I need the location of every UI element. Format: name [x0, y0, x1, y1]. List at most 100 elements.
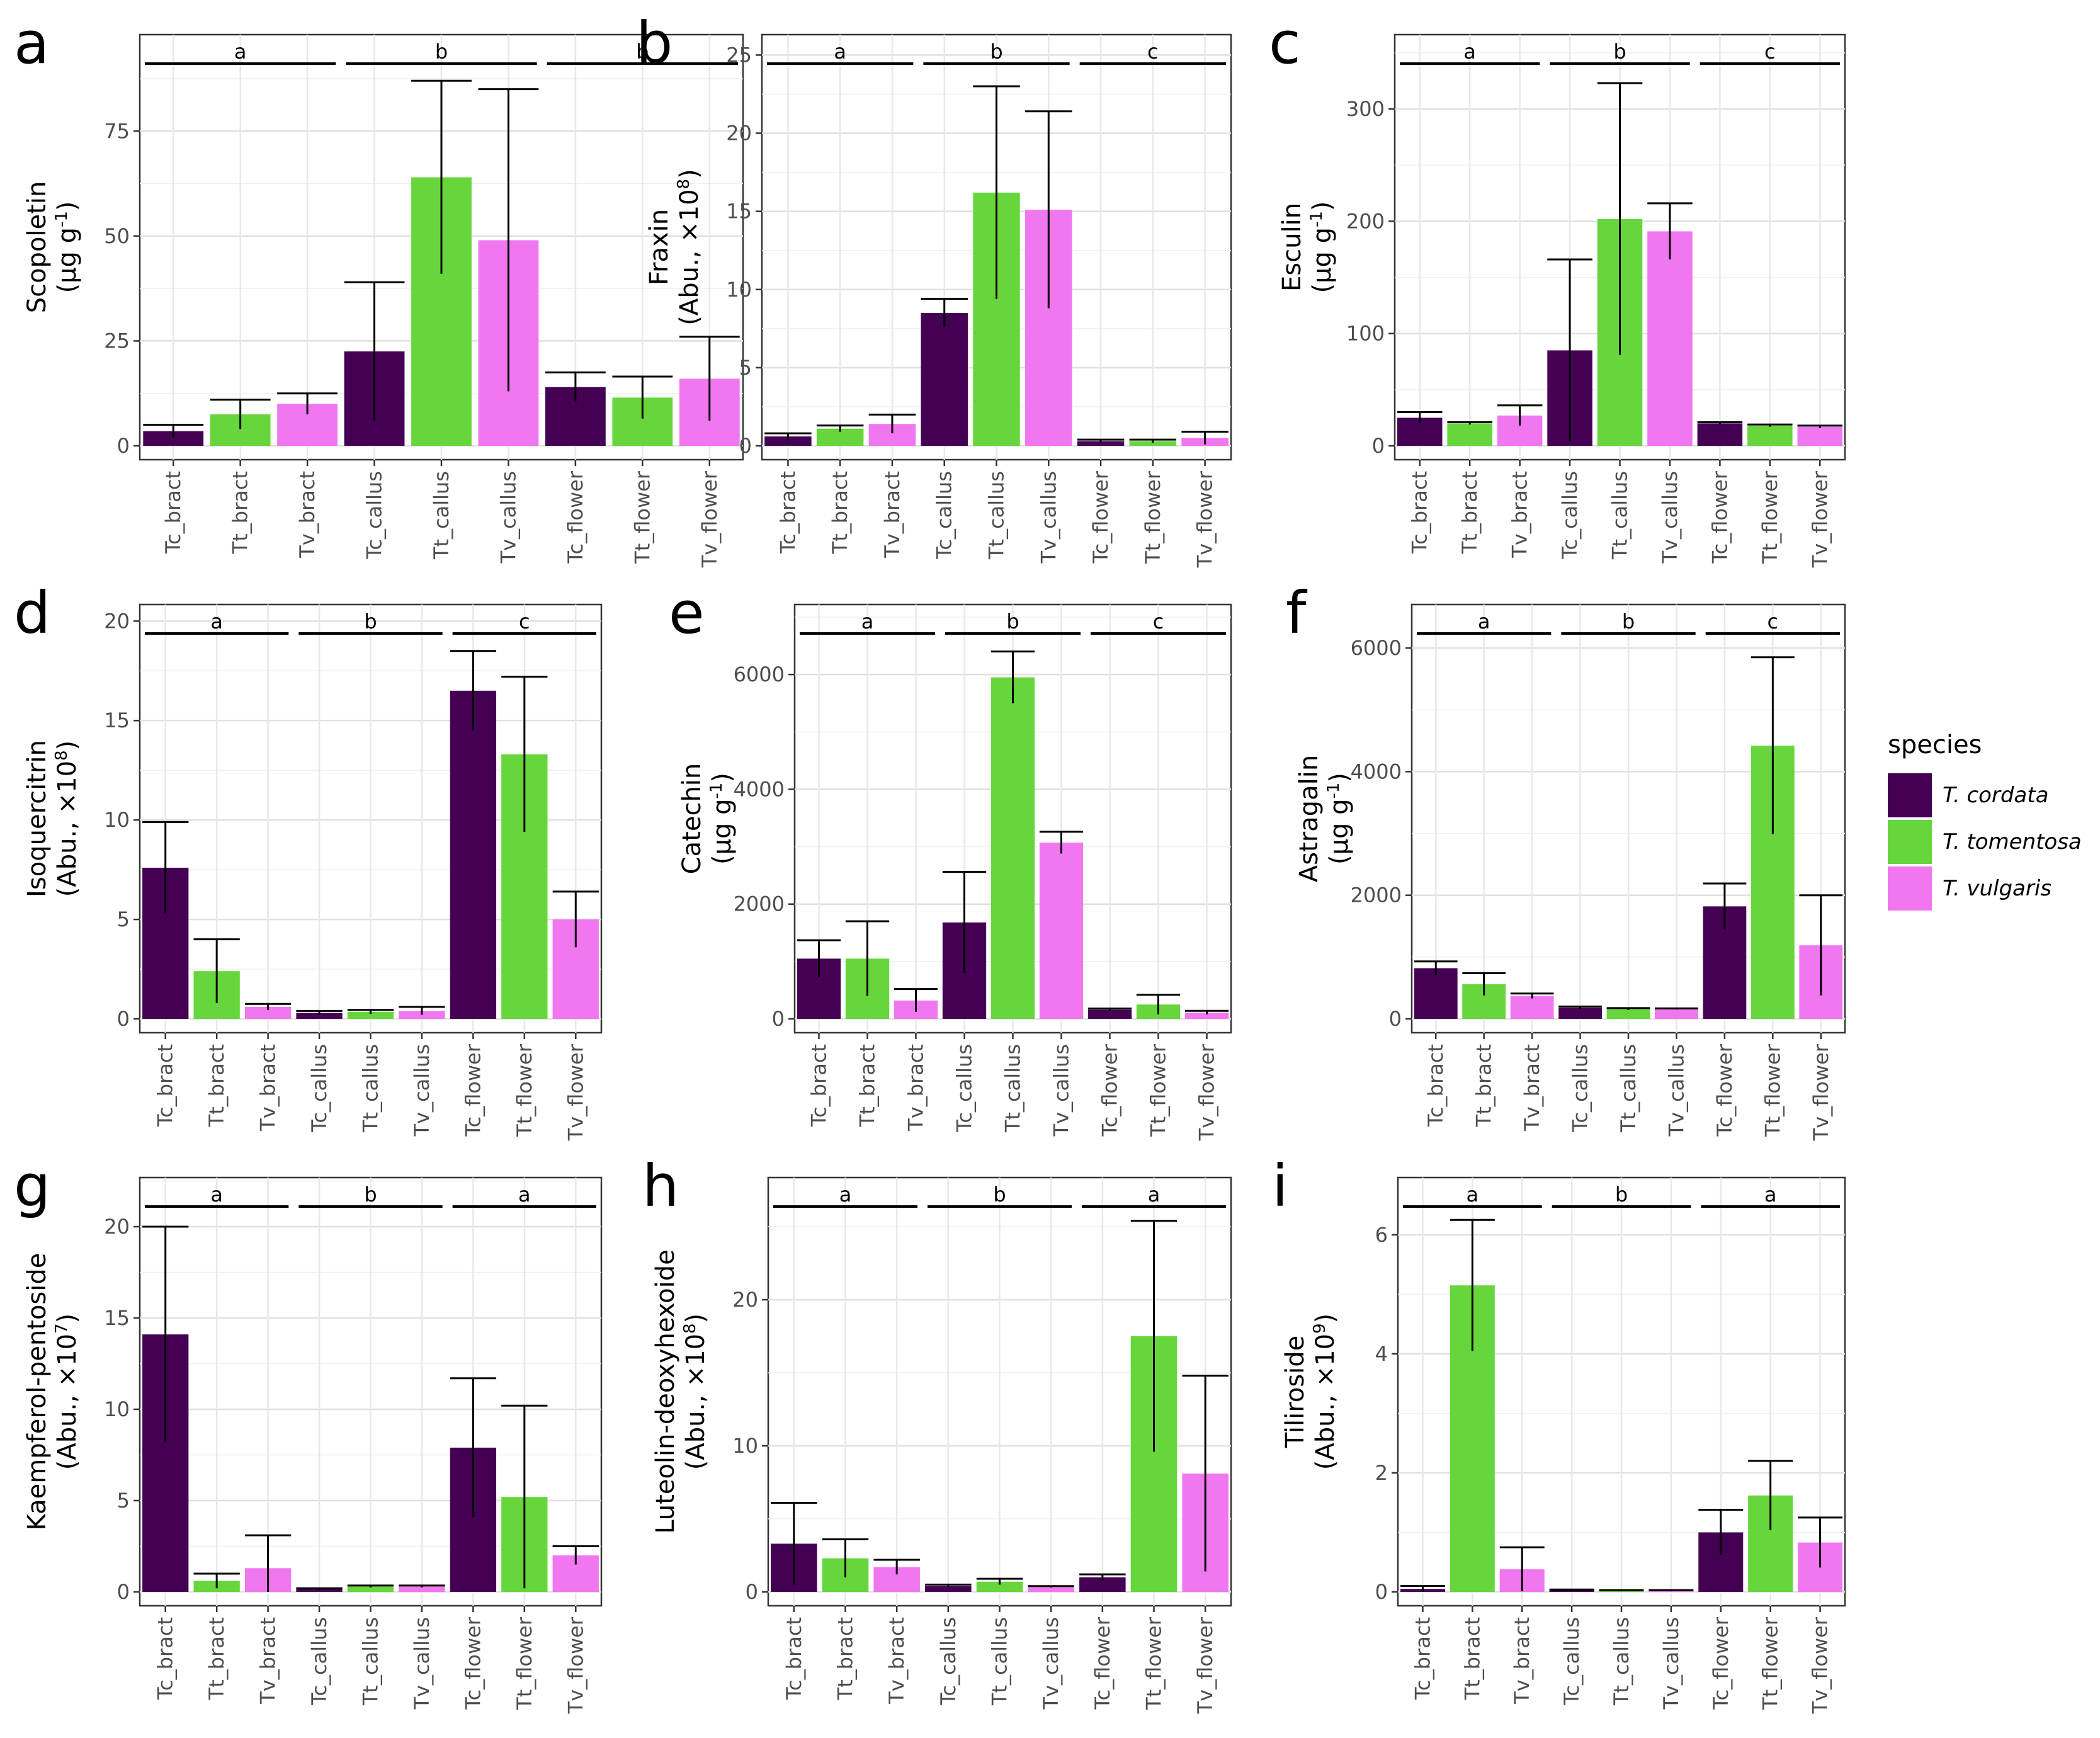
panel-letter-c: c: [1269, 9, 1301, 77]
group-label: c: [1764, 40, 1776, 64]
bar-Tc_callus: [1558, 1008, 1602, 1019]
x-tick-label-Tv_flower: Tv_flower: [564, 1043, 587, 1141]
panel-letter-a: a: [14, 9, 49, 77]
y-axis-label-line1: Fraxin: [645, 209, 674, 285]
x-tick-label-Tt_callus: Tt_callus: [429, 471, 453, 560]
group-label: b: [993, 1183, 1006, 1207]
bar-Tc_flower: [450, 690, 497, 1019]
y-tick-label: 2000: [734, 892, 785, 916]
group-label: b: [636, 40, 649, 64]
group-label: b: [435, 40, 448, 64]
y-axis-label-superscript: 9: [1310, 1323, 1329, 1334]
panel-d: a b c 0 5 10 15 20 Tc_bract Tt_bract Tv_bract Tc_ca…: [14, 579, 603, 1141]
x-tick-label-Tt_bract: Tt_bract: [205, 1617, 229, 1700]
group-label: a: [210, 610, 223, 633]
x-tick-label-Tt_callus: Tt_callus: [988, 1617, 1012, 1706]
y-tick-label: 15: [726, 200, 752, 224]
x-tick-label-Tc_flower: Tc_flower: [564, 470, 587, 564]
y-tick-label: 4000: [734, 777, 785, 801]
x-tick-label-Tt_bract: Tt_bract: [205, 1044, 229, 1127]
y-axis-label-line1: Catechin: [678, 763, 707, 875]
x-tick-label-Tv_callus: Tv_callus: [410, 1617, 434, 1710]
y-axis-label-line2: (µg g-1): [1324, 773, 1354, 865]
panel-e: a b c 0 2000 4000 6000 Tc_bract Tt_bract Tv_bract…: [669, 579, 1232, 1141]
panel-a: a b b 0 25 50 75 Tc_bract Tt_bract Tv_bract Tc_cal…: [14, 9, 744, 568]
y-axis-label-unit: (Abu., ×10: [53, 1334, 82, 1470]
y-tick-label: 15: [104, 708, 130, 732]
y-axis-label-line1: Astragalin: [1295, 755, 1324, 882]
x-tick-label-Tt_callus: Tt_callus: [985, 471, 1009, 560]
y-axis-label-superscript: -1: [1324, 783, 1343, 799]
legend-title: species: [1888, 730, 1982, 759]
x-tick-label-Tv_flower: Tv_flower: [1193, 470, 1217, 568]
bar-Tv_callus: [1647, 231, 1693, 446]
x-tick-label-Tv_callus: Tv_callus: [1658, 471, 1682, 564]
x-tick-label-Tt_flower: Tt_flower: [513, 1043, 536, 1137]
y-axis-label-close: ): [1308, 201, 1337, 211]
x-tick-label-Tt_callus: Tt_callus: [1616, 1044, 1640, 1133]
y-axis-label-unit: (µg g: [708, 798, 737, 865]
group-label: a: [234, 40, 247, 64]
y-axis-label-line1: Kaempferol-pentoside: [23, 1253, 52, 1531]
group-label: a: [839, 1183, 852, 1207]
x-tick-label-Tc_flower: Tc_flower: [1708, 470, 1732, 564]
legend-label-vulgaris: T. vulgaris: [1943, 876, 2052, 901]
panel-b: a b c 0 5 10 15 20 25 Tc_bract Tt_bract Tv_bract Tc_…: [636, 9, 1232, 568]
panel-letter-i: i: [1272, 1152, 1288, 1220]
y-axis-label-close: ): [1325, 773, 1354, 783]
bar-Tc_callus: [925, 1586, 972, 1592]
legend: species T. cordata T. tomentosa T. vulga…: [1888, 730, 2082, 911]
bar-Tc_flower: [1087, 1009, 1132, 1019]
x-tick-label-Tt_callus: Tt_callus: [1608, 471, 1632, 560]
y-axis-label-unit: (µg g: [1325, 798, 1354, 865]
y-tick-label: 200: [1346, 209, 1385, 233]
bar-Tc_bract: [764, 436, 812, 446]
bar-Tv_callus: [399, 1586, 445, 1592]
x-tick-label-Tt_bract: Tt_bract: [1460, 1617, 1484, 1700]
legend-swatch-cordata: [1888, 773, 1932, 817]
group-label: a: [861, 610, 874, 633]
x-tick-label-Tc_callus: Tc_callus: [307, 1044, 331, 1133]
group-label: a: [1764, 1183, 1777, 1207]
x-tick-label-Tv_bract: Tv_bract: [1510, 1617, 1534, 1705]
y-tick-label: 4: [1375, 1342, 1388, 1366]
group-label: b: [1622, 610, 1635, 633]
y-axis-label-line2: (Abu., ×109): [1310, 1314, 1340, 1470]
y-axis-label-line1: Luteolin-deoxyhexoide: [651, 1249, 680, 1534]
bar-Tt_callus: [990, 677, 1035, 1019]
y-axis-label-close: ): [675, 169, 704, 179]
y-axis-label-line2: (Abu., ×108): [674, 169, 704, 325]
bar-Tt_callus: [347, 1586, 394, 1592]
x-tick-label-Tv_callus: Tv_callus: [1664, 1044, 1688, 1137]
y-tick-label: 10: [104, 1397, 130, 1421]
panel-letter-f: f: [1286, 579, 1308, 647]
x-tick-label-Tt_callus: Tt_callus: [1609, 1617, 1633, 1706]
x-tick-label-Tt_flower: Tt_flower: [630, 470, 654, 564]
y-tick-label: 15: [104, 1306, 130, 1330]
y-tick-label: 0: [117, 1580, 130, 1604]
x-tick-label-Tc_callus: Tc_callus: [1569, 1044, 1592, 1133]
x-tick-label-Tv_flower: Tv_flower: [1809, 1043, 1833, 1141]
bar-Tt_callus: [976, 1581, 1023, 1592]
panel-f: a b c 0 2000 4000 6000 Tc_bract Tt_bract Tv_bract…: [1286, 579, 1846, 1141]
x-tick-label-Tc_callus: Tc_callus: [363, 471, 387, 560]
y-tick-label: 20: [104, 609, 130, 633]
bar-Tc_callus: [296, 1589, 343, 1592]
x-tick-label-Tc_flower: Tc_flower: [1089, 470, 1113, 564]
bar-Tt_flower: [1747, 425, 1793, 446]
x-tick-label-Tv_bract: Tv_bract: [1520, 1044, 1544, 1132]
y-tick-label: 0: [1375, 1580, 1388, 1604]
y-axis-label-line1: Scopoletin: [23, 181, 52, 314]
x-tick-label-Tc_callus: Tc_callus: [1560, 1617, 1584, 1706]
bar-Tt_callus: [347, 1011, 394, 1019]
x-tick-label-Tt_flower: Tt_flower: [1147, 1043, 1171, 1137]
x-tick-label-Tv_callus: Tv_callus: [1659, 1617, 1683, 1710]
group-label: a: [210, 1183, 223, 1207]
x-tick-label-Tv_bract: Tv_bract: [880, 471, 904, 559]
y-tick-label: 5: [739, 356, 752, 380]
x-tick-label-Tc_flower: Tc_flower: [1709, 1616, 1733, 1710]
x-tick-label-Tv_bract: Tv_bract: [1508, 471, 1532, 559]
panel-h: a b a 0 10 20 Tc_bract Tt_bract Tv_bract Tc_callu…: [642, 1152, 1232, 1714]
y-axis-label-close: ): [681, 1314, 710, 1324]
